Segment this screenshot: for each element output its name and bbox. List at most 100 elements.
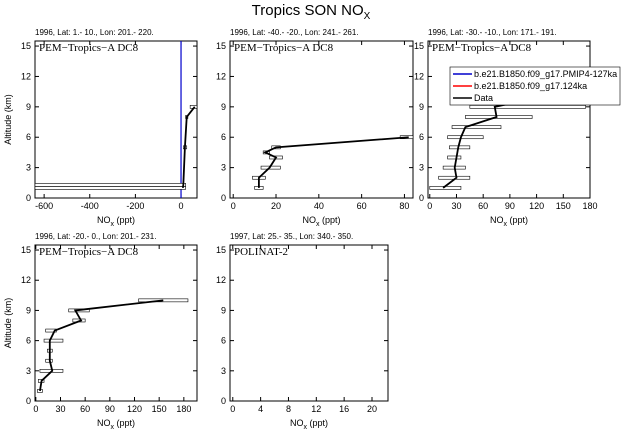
error-box xyxy=(34,186,186,190)
x-tick-label: -200 xyxy=(126,201,144,211)
error-box xyxy=(34,183,186,187)
y-tick-label: 0 xyxy=(26,396,31,406)
y-tick-label: 9 xyxy=(26,305,31,315)
x-label-sub: x xyxy=(303,424,307,431)
x-label-main: NO xyxy=(290,418,304,428)
x-tick-label: 60 xyxy=(80,404,90,414)
y-tick-label: 3 xyxy=(221,366,226,376)
panel-label: PEM−Tropics−A DC8 xyxy=(39,42,139,54)
panel-label: PEM−Tropics−A DC8 xyxy=(432,42,532,54)
y-tick-label: 15 xyxy=(414,41,424,51)
x-tick-label: 180 xyxy=(582,201,597,211)
x-tick-label: 20 xyxy=(271,201,281,211)
x-tick-label: 150 xyxy=(556,201,571,211)
legend-label: b.e21.B1850.f09_g17.PMIP4-127ka xyxy=(474,69,617,79)
title-sub: X xyxy=(364,11,371,22)
y-tick-label: 15 xyxy=(216,245,226,255)
x-tick-label: 80 xyxy=(399,201,409,211)
y-tick-label: 0 xyxy=(221,396,226,406)
error-box xyxy=(449,145,471,150)
x-tick-label: 0 xyxy=(230,404,235,414)
panel-label: PEM−Tropics−A DC8 xyxy=(234,42,334,54)
y-tick-label: 6 xyxy=(419,132,424,142)
legend-box xyxy=(449,66,621,106)
plot-frame xyxy=(229,40,414,199)
x-axis-label: NOx (ppt) xyxy=(97,215,135,228)
x-tick-label: 90 xyxy=(105,404,115,414)
x-tick-label: 40 xyxy=(314,201,324,211)
x-tick-label: 120 xyxy=(529,201,544,211)
x-tick-label: -400 xyxy=(81,201,99,211)
y-tick-label: 6 xyxy=(26,132,31,142)
x-tick-label: 60 xyxy=(357,201,367,211)
y-tick-label: 15 xyxy=(21,245,31,255)
y-tick-label: 12 xyxy=(21,71,31,81)
y-tick-label: 0 xyxy=(26,193,31,203)
plot-frame xyxy=(427,40,591,199)
x-tick-label: -600 xyxy=(35,201,53,211)
y-tick-label: 12 xyxy=(414,71,424,81)
y-tick-label: 6 xyxy=(221,336,226,346)
x-tick-label: 0 xyxy=(427,201,432,211)
y-tick-label: 12 xyxy=(216,275,226,285)
profile-line xyxy=(39,299,164,392)
y-tick-label: 15 xyxy=(216,41,226,51)
x-tick-label: 16 xyxy=(339,404,349,414)
error-box xyxy=(451,125,502,129)
x-axis-label: NOx (ppt) xyxy=(490,215,528,228)
x-tick-label: 120 xyxy=(127,404,142,414)
x-label-sub: x xyxy=(110,221,114,228)
x-label-main: NO xyxy=(302,215,316,225)
panel-label: POLINAT-2 xyxy=(234,246,288,258)
y-tick-label: 9 xyxy=(26,102,31,112)
x-tick-label: 0 xyxy=(179,201,184,211)
y-tick-label: 9 xyxy=(221,305,226,315)
y-axis-label: Altitude (km) xyxy=(3,298,13,349)
y-tick-label: 3 xyxy=(26,366,31,376)
plot-frame xyxy=(229,244,389,402)
x-label-sub: x xyxy=(110,424,114,431)
x-label-unit: (ppt) xyxy=(507,215,528,225)
panel-title: 1996, Lat: 1.- 10., Lon: 201.- 220. xyxy=(35,28,154,37)
x-axis-label: NOx (ppt) xyxy=(290,418,328,431)
plot-frame xyxy=(34,244,198,402)
x-label-main: NO xyxy=(490,215,504,225)
panel-label: PEM−Tropics−A DC8 xyxy=(39,246,139,258)
profile-line xyxy=(181,106,196,189)
x-label-unit: (ppt) xyxy=(114,418,135,428)
y-tick-label: 6 xyxy=(221,132,226,142)
x-tick-label: 180 xyxy=(176,404,191,414)
legend-label: b.e21.B1850.f09_g17.124ka xyxy=(474,81,587,91)
x-label-unit: (ppt) xyxy=(307,418,328,428)
x-tick-label: 150 xyxy=(152,404,167,414)
page-title: Tropics SON NOX xyxy=(252,2,371,22)
panel-title: 1996, Lat: -40.- -20., Lon: 241.- 261. xyxy=(230,28,359,37)
y-tick-label: 12 xyxy=(216,71,226,81)
x-label-unit: (ppt) xyxy=(319,215,340,225)
y-tick-label: 9 xyxy=(221,102,226,112)
legend-label: Data xyxy=(474,93,493,103)
y-tick-label: 15 xyxy=(21,41,31,51)
x-axis-label: NOx (ppt) xyxy=(97,418,135,431)
error-box xyxy=(465,115,533,119)
x-tick-label: 4 xyxy=(258,404,263,414)
y-tick-label: 3 xyxy=(419,163,424,173)
x-tick-label: 30 xyxy=(55,404,65,414)
y-axis-label: Altitude (km) xyxy=(3,94,13,145)
y-tick-label: 9 xyxy=(419,102,424,112)
error-box xyxy=(447,135,484,140)
x-label-sub: x xyxy=(316,221,320,228)
y-tick-label: 0 xyxy=(419,193,424,203)
x-tick-label: 30 xyxy=(451,201,461,211)
error-box xyxy=(447,155,462,160)
y-tick-label: 3 xyxy=(26,163,31,173)
error-box xyxy=(469,105,586,109)
x-label-unit: (ppt) xyxy=(114,215,135,225)
y-tick-label: 0 xyxy=(221,193,226,203)
x-label-main: NO xyxy=(97,418,111,428)
x-axis-label: NOx (ppt) xyxy=(302,215,340,228)
x-tick-label: 8 xyxy=(286,404,291,414)
profile-line xyxy=(442,95,544,189)
x-tick-label: 90 xyxy=(505,201,515,211)
